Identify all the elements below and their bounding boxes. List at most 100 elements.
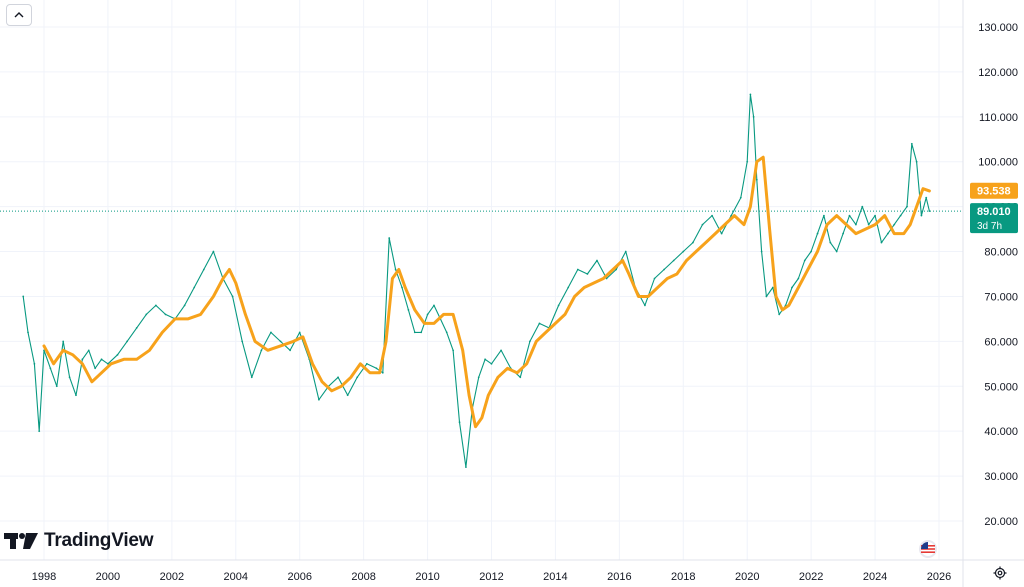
ma-point [807,268,809,271]
price-point [126,340,129,343]
ma-point [379,372,381,374]
ma-point [628,273,630,275]
ma-point [564,313,566,316]
last-price-badge [970,203,1018,234]
ma-point [235,282,237,284]
price-point [624,250,627,253]
last-price-label: 89.010 [977,206,1011,218]
price-point [528,340,531,343]
ma-point [161,331,163,333]
x-tick-label: 2008 [351,571,375,583]
ma-point [506,367,509,369]
x-tick-label: 2002 [160,571,184,583]
price-point [183,304,186,307]
ma-point [574,295,576,298]
price-point [730,214,733,217]
ma-point [602,277,604,280]
ma-point [72,354,74,356]
ma-point [187,318,189,320]
ma-point [62,349,64,351]
price-point [381,371,384,374]
price-point [915,160,918,163]
ma-point [331,390,333,392]
price-point [145,313,148,316]
price-point [484,358,487,361]
price-point [407,309,410,311]
price-point [752,115,755,118]
ma-point [302,336,304,338]
price-point [68,376,71,379]
ma-point [462,349,464,351]
ma-point [292,340,294,342]
price-point [401,286,403,289]
price-point [317,398,320,401]
y-tick-label: 50.000 [984,381,1018,393]
price-point [27,331,29,334]
price-point [711,214,713,217]
ma-point [657,286,659,289]
ma-point [884,215,886,217]
price-point [803,259,806,262]
price-point [791,286,793,289]
ma-point [554,322,557,324]
y-tick-label: 120.000 [978,67,1018,79]
price-point [906,205,908,208]
collapse-button[interactable] [6,4,32,26]
price-point [260,349,263,352]
ma-point [91,381,93,383]
price-point [433,304,435,307]
price-point [346,394,349,397]
ma-point [685,259,688,262]
ma-point [788,304,790,307]
ma-point [874,224,876,226]
y-tick-label: 130.000 [978,22,1018,34]
ma-point [836,215,838,217]
price-point [202,268,205,271]
price-point [164,313,167,316]
ma-point [385,340,387,342]
x-tick-label: 2020 [735,571,759,583]
ma-point [903,232,905,235]
price-point [567,286,570,289]
price-point [605,277,608,280]
ma-point [474,426,477,428]
price-point [701,223,704,226]
x-tick-label: 2024 [863,571,887,583]
x-tick-label: 2000 [96,571,120,583]
ma-point [535,340,537,342]
ma-point [244,313,246,316]
price-point [823,214,825,217]
gear-icon[interactable] [993,566,1007,580]
ma-point [855,232,857,235]
price-point [394,268,397,271]
ma-point [775,295,777,298]
x-tick-label: 2004 [224,571,248,583]
ma-point [516,372,518,374]
ma-point [100,372,103,374]
price-point [829,241,832,244]
y-tick-label: 110.000 [979,112,1018,124]
ma-point [637,295,640,298]
tradingview-logo[interactable]: TradingView [4,530,154,552]
price-point [755,178,758,181]
x-tick-label: 2018 [671,571,695,583]
ma-price-badge [970,182,1018,199]
price-point [490,362,493,365]
ma-point [749,206,752,208]
y-tick-label: 60.000 [984,336,1018,348]
price-point [193,286,196,289]
ma-price-label: 93.538 [977,186,1011,198]
ma-point [743,224,745,226]
price-point [810,250,813,253]
x-tick-label: 2014 [543,571,567,583]
price-point [746,160,749,163]
tradingview-logo-icon [4,533,38,549]
price-point [880,241,883,244]
price-point [797,277,800,280]
ma-point [928,190,931,192]
price-point [289,349,292,352]
ma-point [311,363,314,365]
ma-point [123,358,125,360]
ma-point [279,345,282,347]
